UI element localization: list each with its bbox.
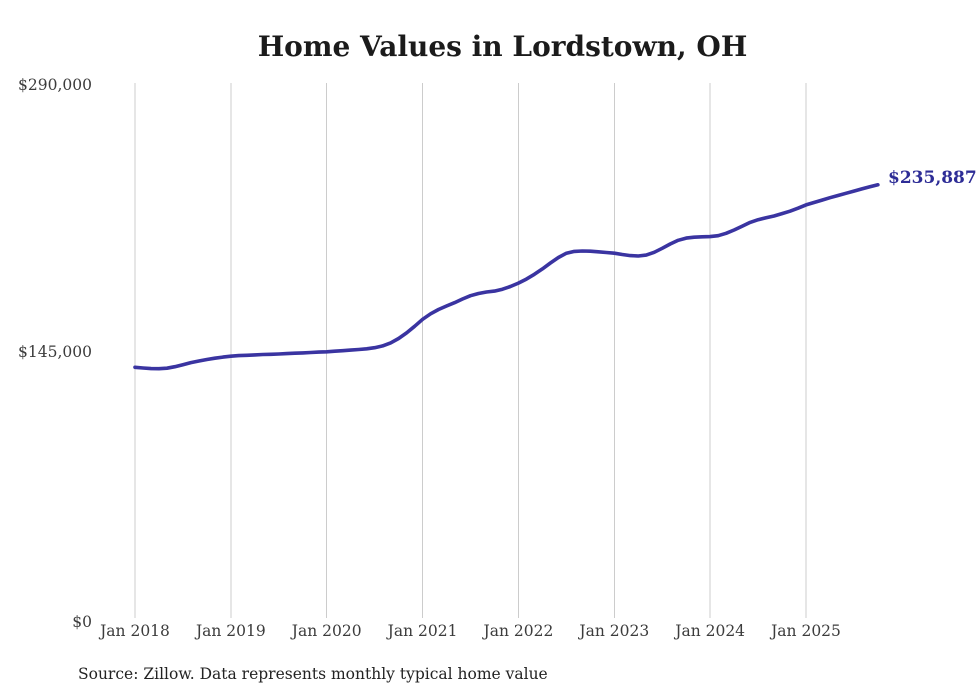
y-tick-145000: $145,000	[18, 343, 92, 361]
home-value-line	[133, 183, 880, 371]
source-note: Source: Zillow. Data represents monthly …	[78, 665, 548, 683]
x-tick-jan-2020: Jan 2020	[291, 622, 362, 640]
latest-value-label: $235,887	[888, 168, 977, 188]
y-tick-290000: $290,000	[18, 76, 92, 94]
x-tick-jan-2022: Jan 2022	[483, 622, 554, 640]
x-tick-jan-2025: Jan 2025	[771, 622, 841, 640]
chart-title: Home Values in Lordstown, OH	[257, 30, 748, 63]
y-tick-0: $0	[72, 613, 92, 631]
x-tick-jan-2018: Jan 2018	[100, 622, 170, 640]
x-tick-jan-2021: Jan 2021	[387, 622, 458, 640]
x-tick-jan-2023: Jan 2023	[579, 622, 650, 640]
vertical-gridlines	[134, 83, 807, 618]
x-tick-jan-2019: Jan 2019	[195, 622, 266, 640]
x-tick-jan-2024: Jan 2024	[675, 622, 746, 640]
